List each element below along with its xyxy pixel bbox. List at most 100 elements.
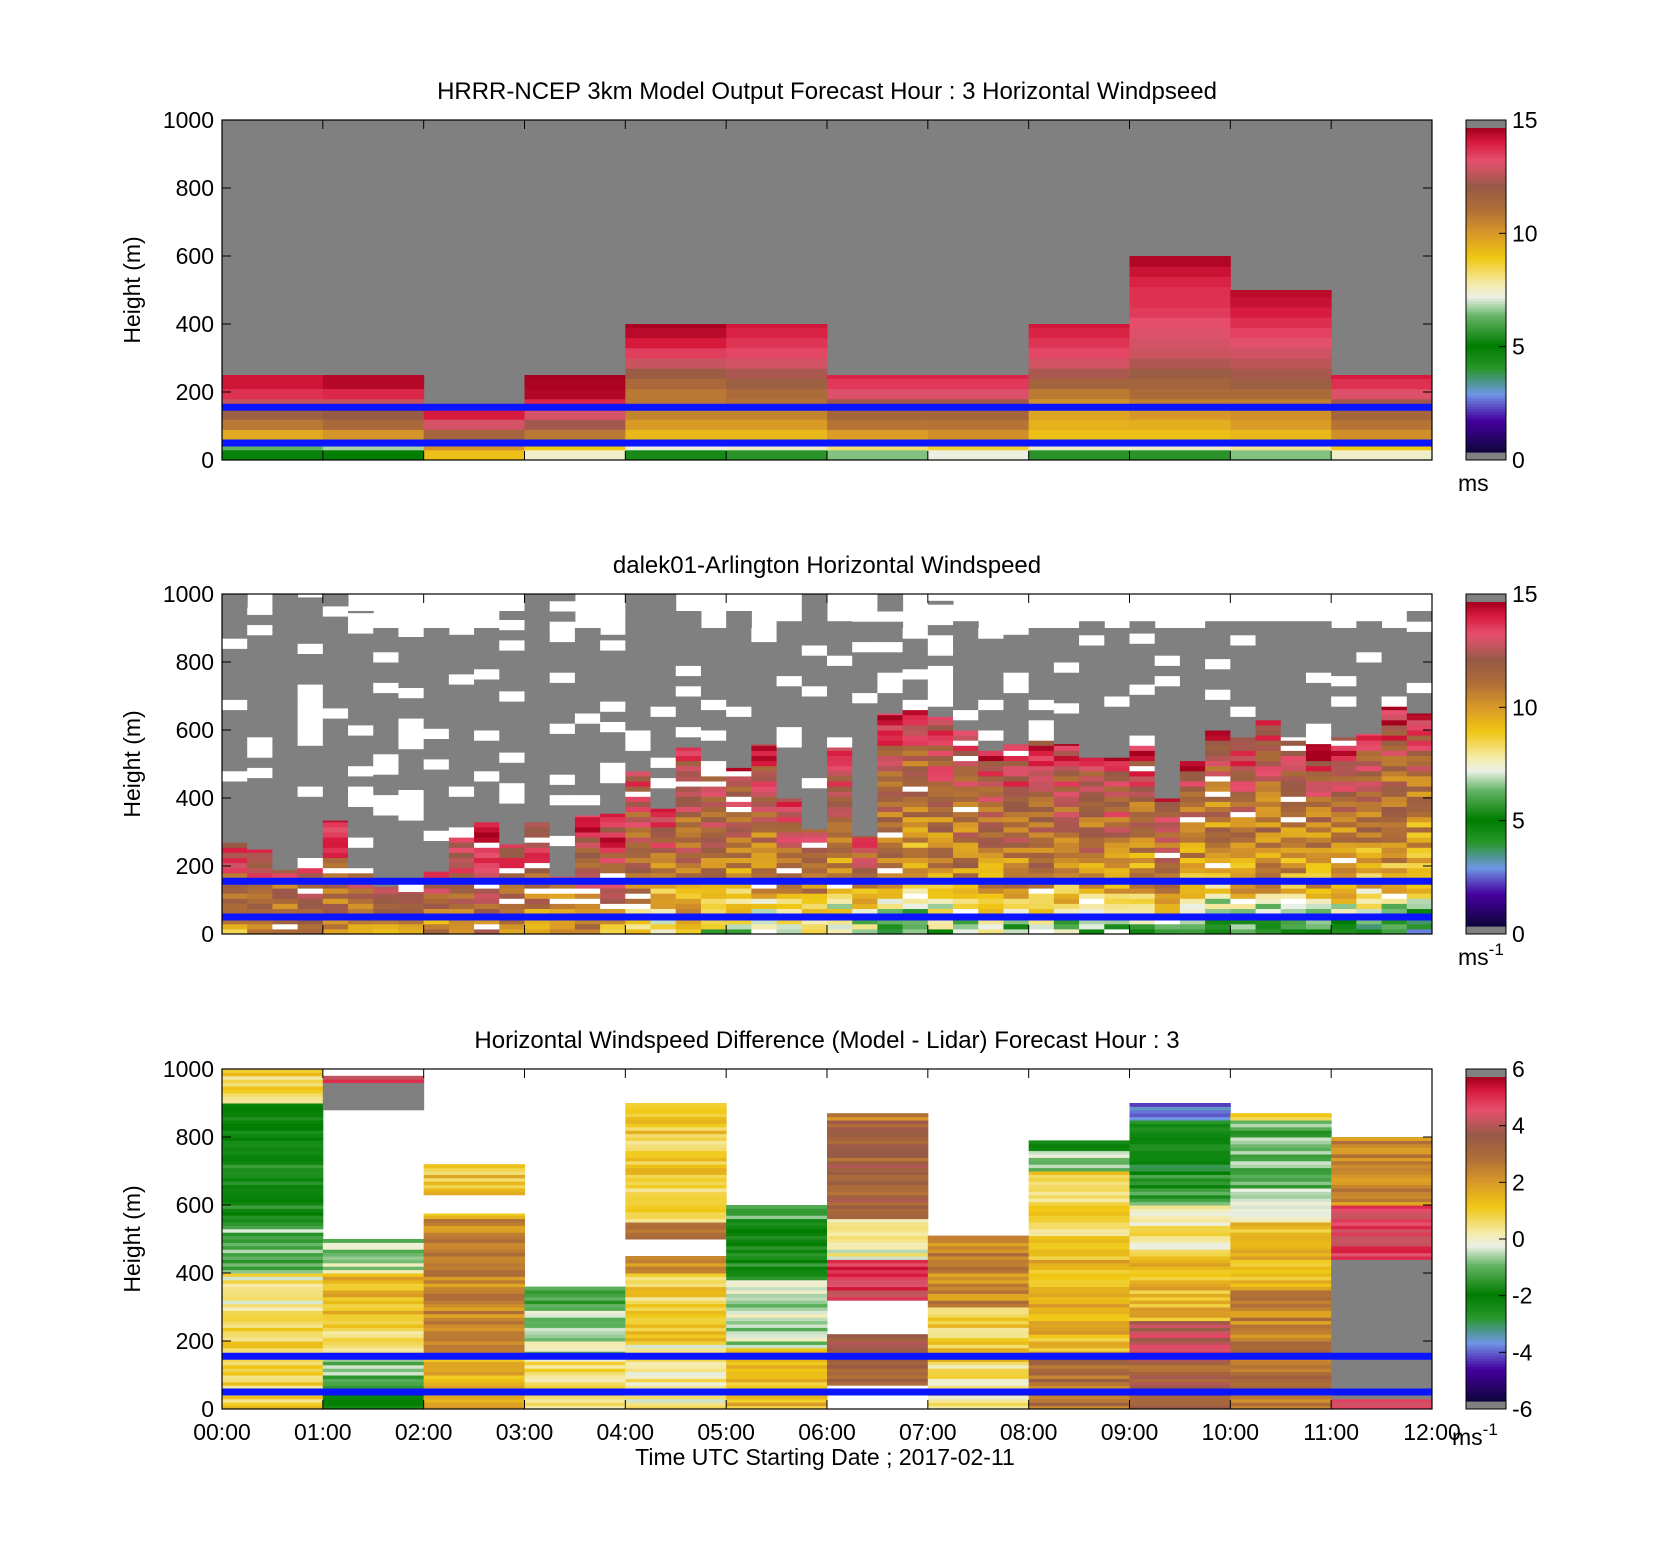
- heatmap-cell: [625, 1120, 727, 1124]
- missing-data-cell: [776, 757, 803, 768]
- heatmap-cell: [827, 1171, 929, 1175]
- heatmap-cell: [700, 801, 727, 807]
- heatmap-cell: [1356, 770, 1383, 777]
- heatmap-cell: [1381, 923, 1408, 930]
- heatmap-cell: [675, 806, 702, 813]
- heatmap-cell: [1104, 872, 1130, 879]
- heatmap-cell: [322, 1089, 425, 1094]
- heatmap-cell: [423, 1184, 525, 1189]
- heatmap-cell: [827, 1157, 929, 1162]
- heatmap-cell: [423, 409, 525, 420]
- heatmap-cell: [1230, 1313, 1332, 1318]
- missing-data-cell: [297, 612, 324, 624]
- heatmap-cell: [1230, 1130, 1332, 1135]
- heatmap-cell: [726, 1242, 828, 1247]
- heatmap-cell: [1028, 1211, 1130, 1216]
- heatmap-cell: [1028, 1310, 1130, 1315]
- missing-data-cell: [801, 665, 828, 677]
- colorbar-swatch: [1466, 344, 1506, 348]
- missing-data-cell: [1205, 679, 1231, 690]
- missing-data-cell: [1053, 692, 1080, 704]
- heatmap-cell: [373, 893, 399, 899]
- missing-data-cell: [348, 724, 374, 736]
- colorbar-swatch: [1466, 1352, 1506, 1356]
- heatmap-cell: [700, 791, 727, 797]
- missing-data-cell: [222, 770, 248, 782]
- missing-data-cell: [650, 696, 677, 707]
- heatmap-cell: [852, 883, 878, 889]
- heatmap-cell: [423, 1283, 525, 1288]
- heatmap-cell: [625, 1375, 727, 1379]
- heatmap-cell: [625, 1259, 727, 1264]
- heatmap-cell: [625, 1191, 727, 1196]
- heatmap-cell: [1129, 842, 1156, 848]
- heatmap-cell: [902, 852, 929, 858]
- heatmap-cell: [1028, 1303, 1130, 1308]
- colorbar-swatch: [1466, 1282, 1506, 1286]
- heatmap-cell: [1280, 928, 1307, 935]
- heatmap-cell: [322, 872, 349, 879]
- heatmap-cell: [247, 918, 273, 925]
- heatmap-cell: [902, 719, 929, 726]
- colorbar-swatch: [1466, 1279, 1506, 1283]
- heatmap-cell: [1331, 1334, 1433, 1339]
- heatmap-cell: [222, 1286, 324, 1291]
- heatmap-cell: [927, 1320, 1030, 1325]
- missing-data-cell: [625, 658, 652, 670]
- colorbar-swatch: [1466, 1141, 1506, 1146]
- missing-data-cell: [625, 689, 652, 700]
- heatmap-cell: [322, 893, 349, 899]
- heatmap-cell: [222, 409, 324, 420]
- heatmap-cell: [1104, 770, 1130, 777]
- missing-data-cell: [1255, 699, 1282, 711]
- heatmap-cell: [222, 888, 248, 894]
- missing-data-cell: [650, 685, 677, 697]
- heatmap-cell: [1129, 1242, 1231, 1247]
- heatmap-cell: [726, 1262, 828, 1267]
- colorbar-swatch: [1466, 446, 1506, 450]
- missing-data-cell: [398, 850, 425, 862]
- missing-data-cell: [877, 651, 904, 663]
- missing-data-cell: [675, 614, 702, 626]
- missing-data-cell: [625, 668, 652, 680]
- heatmap-cell: [776, 811, 803, 818]
- missing-data-cell: [297, 724, 324, 736]
- missing-data-cell: [1331, 628, 1357, 636]
- missing-data-cell: [1154, 655, 1181, 666]
- heatmap-cell: [827, 747, 853, 751]
- panel-title: HRRR-NCEP 3km Model Output Forecast Hour…: [437, 78, 1217, 105]
- missing-data-cell: [574, 692, 601, 704]
- heatmap-cell: [1230, 1303, 1332, 1308]
- heatmap-cell: [1331, 867, 1357, 874]
- heatmap-cell: [1230, 791, 1257, 797]
- heatmap-cell: [1053, 888, 1080, 894]
- heatmap-cell: [1179, 883, 1206, 889]
- heatmap-cell: [776, 821, 803, 828]
- heatmap-cell: [1129, 1330, 1231, 1335]
- missing-data-cell: [751, 651, 778, 663]
- heatmap-cell: [322, 1344, 425, 1349]
- colorbar-swatch: [1466, 755, 1506, 760]
- heatmap-cell: [650, 842, 677, 848]
- heatmap-cell: [625, 1218, 727, 1223]
- missing-data-cell: [675, 665, 702, 677]
- heatmap-cell: [1205, 760, 1231, 767]
- heatmap-cell: [1230, 1211, 1332, 1216]
- missing-data-cell: [1331, 696, 1357, 707]
- heatmap-cell: [423, 1344, 525, 1349]
- heatmap-cell: [827, 1341, 929, 1345]
- missing-data-cell: [474, 801, 500, 813]
- heatmap-cell: [877, 852, 904, 858]
- colorbar-swatch: [1466, 845, 1506, 849]
- missing-data-cell: [574, 713, 601, 724]
- colorbar-swatch: [1466, 1398, 1506, 1402]
- heatmap-cell: [322, 903, 349, 909]
- colorbar-swatch: [1466, 753, 1506, 757]
- heatmap-cell: [1381, 724, 1408, 731]
- heatmap-cell: [222, 378, 324, 390]
- heatmap-cell: [1230, 327, 1332, 339]
- heatmap-cell: [222, 1075, 324, 1080]
- missing-data-cell: [1305, 692, 1332, 704]
- missing-data-cell: [297, 663, 324, 675]
- heatmap-cell: [222, 1228, 324, 1233]
